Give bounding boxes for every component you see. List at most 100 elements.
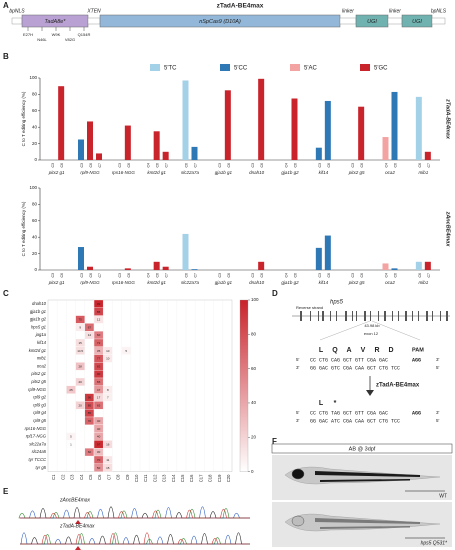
position-label: C6 xyxy=(293,273,297,278)
cell-value: 25 xyxy=(69,388,73,392)
bar xyxy=(424,151,431,160)
linker-label: bpNLS xyxy=(9,8,25,14)
zoom-line xyxy=(319,320,371,341)
position-label: C6 xyxy=(327,273,331,278)
strand-end: 3' xyxy=(436,357,440,362)
larva-pigment xyxy=(315,471,420,482)
y-tick-label: 40 xyxy=(32,124,38,129)
column-label: C6 xyxy=(97,474,102,480)
mutation-label: W9K xyxy=(52,32,61,37)
cell-value: 75 xyxy=(79,318,83,322)
construct-linker xyxy=(11,17,23,25)
position-label: C7 xyxy=(427,273,431,278)
chromatogram-trace xyxy=(20,532,250,545)
cell-value: 20 xyxy=(79,403,83,407)
cell-value: 20 xyxy=(79,380,83,384)
column-label: C4 xyxy=(79,474,84,480)
position-label: C6 xyxy=(60,163,64,168)
position-label: C6 xyxy=(184,163,188,168)
domain-label: TadA8e* xyxy=(45,19,67,25)
chromatogram-trace xyxy=(20,508,250,519)
exon-label: exon 12 xyxy=(364,331,379,336)
edit-marker xyxy=(75,546,81,550)
cell-value: 11 xyxy=(106,458,109,462)
trace-label: zTadA-BE4max xyxy=(59,523,95,529)
amino-acid: Q xyxy=(332,347,338,354)
bar xyxy=(153,261,160,270)
position-label: C4 xyxy=(284,273,288,278)
column-label: C5 xyxy=(88,474,93,480)
panel-letter: E xyxy=(3,487,9,496)
gene-label: gja1b g2 xyxy=(281,280,299,285)
row-label: slc22a7a xyxy=(29,441,46,446)
colorbar-label: 20 xyxy=(251,434,257,439)
cell-value: 47 xyxy=(97,388,101,392)
cell-value: 40 xyxy=(97,435,101,439)
exon xyxy=(405,311,407,321)
construct-linker xyxy=(431,17,446,25)
larva-eye xyxy=(291,468,305,480)
bar xyxy=(324,235,331,270)
cell-value: 83 xyxy=(97,364,101,368)
domain-label: nSpCas9 (D10A) xyxy=(199,19,241,25)
construct-linker xyxy=(387,17,403,25)
gene-label: gja1b g1 xyxy=(215,280,233,285)
mutation-label: E27H xyxy=(23,32,33,37)
position-label: C3 xyxy=(251,163,255,168)
cell-value: 85 xyxy=(97,310,101,314)
cell-value: 17 xyxy=(97,396,101,400)
legend-label: 5'CC xyxy=(234,66,248,72)
position-label: C7 xyxy=(193,163,197,168)
position-label: C7 xyxy=(98,163,102,168)
amino-acid: R xyxy=(374,347,379,354)
legend-swatch xyxy=(290,64,300,71)
column-label: C16 xyxy=(189,474,194,482)
bar xyxy=(391,268,398,270)
position-label: C6 xyxy=(227,163,231,168)
colorbar-label: 40 xyxy=(251,400,257,405)
colorbar-label: 0 xyxy=(251,469,254,474)
chart-title: zTadA-BE4max xyxy=(445,98,451,140)
cell-value: 30 xyxy=(97,450,101,454)
position-label: C7 xyxy=(165,163,169,168)
cell-value: 35 xyxy=(97,349,101,353)
exon xyxy=(440,311,441,321)
column-label: C2 xyxy=(60,474,65,480)
linker-label: bpNLS xyxy=(431,8,447,14)
column-label: C18 xyxy=(208,474,213,482)
legend-swatch xyxy=(360,64,370,71)
cell-value: 8 xyxy=(107,388,109,392)
colorbar-label: 100 xyxy=(251,297,259,302)
position-label: C7 xyxy=(98,273,102,278)
amino-acid: L xyxy=(319,347,324,354)
row-label: kmt2d g1 xyxy=(29,348,46,353)
exon xyxy=(318,311,319,321)
gene-label: pitx2 g5 xyxy=(348,280,365,285)
cell-value: 67 xyxy=(88,325,92,329)
amino-acid: V xyxy=(361,347,366,354)
cell-value: 14.5 xyxy=(77,349,83,353)
legend-swatch xyxy=(150,64,160,71)
cell-value: 65 xyxy=(97,403,101,407)
cell-value: 85 xyxy=(88,411,92,415)
bar xyxy=(96,153,102,160)
y-tick-label: 100 xyxy=(29,75,37,80)
construct-title: zTadA-BE4max xyxy=(217,3,264,10)
gene-label: gja1b g2 xyxy=(281,170,299,175)
larva-eye xyxy=(291,515,305,527)
gene-label: rpl9-NGG xyxy=(80,280,100,285)
strand-end: 5' xyxy=(296,357,300,362)
cell-value: 15 xyxy=(106,466,110,470)
gene-label: pitx2 g5 xyxy=(348,170,365,175)
column-label: C17 xyxy=(198,474,203,482)
cell-value: 16 xyxy=(106,442,110,446)
gene-label: oca2 xyxy=(385,170,395,175)
row-label: rps16-NGG xyxy=(25,426,47,431)
gene-label: oca2 xyxy=(385,280,395,285)
cell-value: 40 xyxy=(97,419,101,423)
cell-value: 1 xyxy=(70,442,72,446)
strand-end: 5' xyxy=(436,418,440,423)
column-label: C14 xyxy=(171,474,176,482)
bar xyxy=(258,261,265,270)
bar xyxy=(224,90,231,160)
